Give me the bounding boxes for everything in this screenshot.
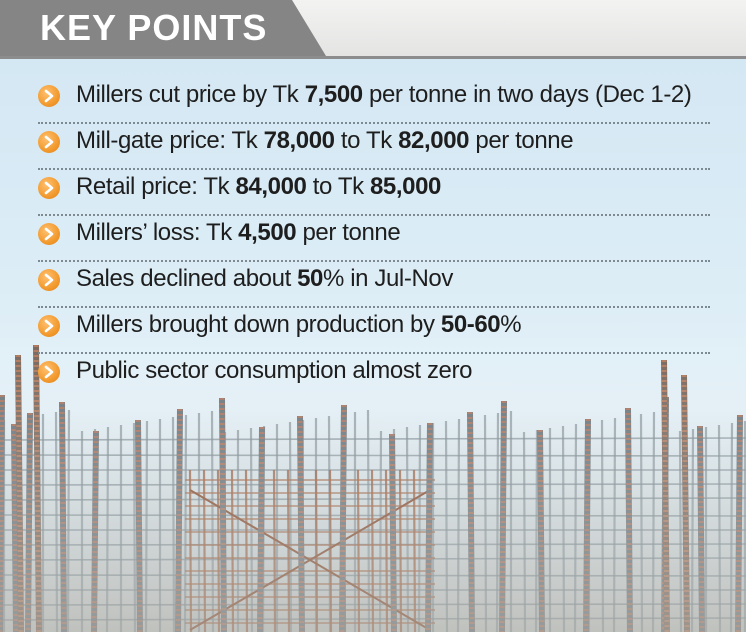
point-highlight: 50-60 bbox=[440, 311, 501, 338]
point-text: Millers brought down production by bbox=[76, 311, 441, 338]
key-point-item: Millers cut price by Tk 7,500 per tonne … bbox=[38, 78, 710, 124]
key-point-item: Millers brought down production by 50-60… bbox=[38, 308, 710, 354]
key-point-item: Mill-gate price: Tk 78,000 to Tk 82,000 … bbox=[38, 124, 710, 170]
orange-arrow-circle-icon bbox=[38, 269, 60, 291]
point-text: to Tk bbox=[334, 127, 399, 154]
key-point-item: Public sector consumption almost zero bbox=[38, 354, 710, 400]
orange-arrow-circle-icon bbox=[38, 131, 60, 153]
key-point-item: Millers’ loss: Tk 4,500 per tonne bbox=[38, 216, 710, 262]
page-title: KEY POINTS bbox=[40, 7, 268, 48]
point-highlight: 4,500 bbox=[238, 219, 297, 246]
orange-arrow-circle-icon bbox=[38, 223, 60, 245]
point-text: Retail price: Tk bbox=[76, 173, 236, 200]
header-tab bbox=[0, 0, 326, 56]
point-text: Sales declined about bbox=[76, 265, 298, 292]
point-text: per tonne in two days (Dec 1-2) bbox=[362, 81, 692, 108]
point-text: per tonne bbox=[296, 219, 401, 246]
orange-arrow-circle-icon bbox=[38, 361, 60, 383]
point-text: Millers’ loss: Tk bbox=[76, 219, 239, 246]
point-highlight: 50 bbox=[297, 265, 324, 292]
point-highlight: 7,500 bbox=[304, 81, 363, 108]
key-points-list: Millers cut price by Tk 7,500 per tonne … bbox=[38, 78, 710, 400]
point-text: Mill-gate price: Tk bbox=[76, 127, 264, 154]
orange-arrow-circle-icon bbox=[38, 177, 60, 199]
point-highlight: 85,000 bbox=[369, 173, 441, 200]
orange-arrow-circle-icon bbox=[38, 315, 60, 337]
point-text: Public sector consumption almost zero bbox=[76, 357, 473, 384]
point-highlight: 84,000 bbox=[235, 173, 307, 200]
point-text: to Tk bbox=[306, 173, 370, 200]
point-text: Millers cut price by Tk bbox=[76, 81, 305, 108]
point-text: % in Jul-Nov bbox=[323, 265, 453, 292]
key-point-item: Retail price: Tk 84,000 to Tk 85,000 bbox=[38, 170, 710, 216]
point-text: per tonne bbox=[469, 127, 574, 154]
steel-rebar-photo bbox=[0, 340, 746, 632]
key-point-item: Sales declined about 50% in Jul-Nov bbox=[38, 262, 710, 308]
orange-arrow-circle-icon bbox=[38, 85, 60, 107]
header-band: KEY POINTS bbox=[0, 0, 746, 59]
point-text: % bbox=[500, 311, 522, 338]
point-highlight: 82,000 bbox=[398, 127, 470, 154]
point-highlight: 78,000 bbox=[263, 127, 335, 154]
